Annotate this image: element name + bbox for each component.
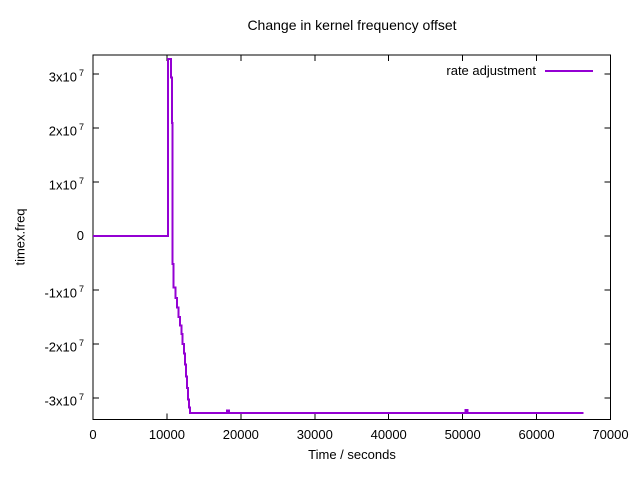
legend: rate adjustment xyxy=(446,63,593,78)
x-axis-label: Time / seconds xyxy=(308,447,396,462)
y-tick-label: 0 xyxy=(76,227,84,243)
y-tick-label: 1x10 7 xyxy=(48,175,84,193)
x-tick-label: 40000 xyxy=(370,427,407,442)
x-tick-label: 70000 xyxy=(592,427,629,442)
plot-frame xyxy=(92,54,611,420)
legend-label: rate adjustment xyxy=(446,63,536,78)
y-tick-label: -3x10 7 xyxy=(44,391,84,409)
x-tick-label: 30000 xyxy=(296,427,333,442)
series-line-rate-adjustment xyxy=(93,58,584,414)
x-tick-label: 0 xyxy=(89,427,97,442)
x-tick-label: 60000 xyxy=(518,427,555,442)
chart-title: Change in kernel frequency offset xyxy=(247,17,457,33)
y-tick-label: -1x10 7 xyxy=(44,283,84,301)
x-tick-label: 50000 xyxy=(444,427,481,442)
y-tick-label: -2x10 7 xyxy=(44,337,84,355)
x-tick-label: 10000 xyxy=(148,427,185,442)
legend-line-sample xyxy=(545,69,593,72)
x-tick-label: 20000 xyxy=(222,427,259,442)
y-tick-label: 3x10 7 xyxy=(48,67,84,85)
y-tick-label: 2x10 7 xyxy=(48,121,84,139)
